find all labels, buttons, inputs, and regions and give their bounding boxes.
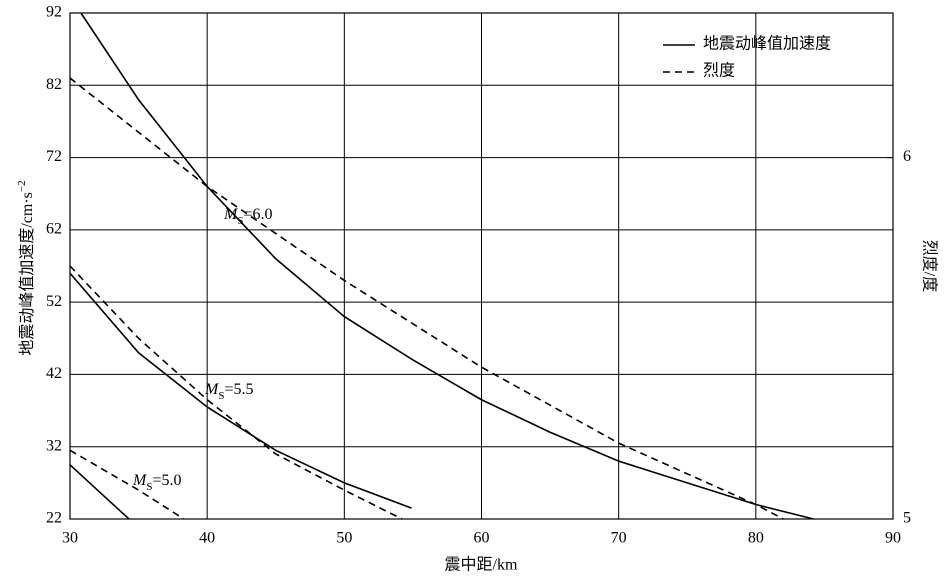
annotation: MS=5.5 bbox=[204, 381, 253, 402]
y-axis-label-main: 地震动峰值加速度/cm·s bbox=[18, 192, 36, 356]
annotation-symbol: M bbox=[204, 381, 220, 398]
annotation-subscript: S bbox=[218, 390, 224, 402]
annotation-subscript: S bbox=[146, 481, 152, 493]
y2-tick-label: 5 bbox=[903, 510, 911, 527]
series-line bbox=[69, 464, 130, 520]
series-line bbox=[69, 449, 185, 520]
series-line bbox=[80, 12, 814, 520]
y-tick-label: 82 bbox=[46, 76, 62, 93]
x-tick-label: 60 bbox=[474, 530, 490, 547]
y-tick-label: 92 bbox=[46, 4, 62, 21]
annotation-text: =6.0 bbox=[243, 206, 272, 223]
y-axis-label-sup: −2 bbox=[16, 180, 28, 192]
annotation-symbol: M bbox=[223, 206, 239, 223]
annotation: MS=5.0 bbox=[132, 472, 181, 493]
x-tick-label: 50 bbox=[336, 530, 352, 547]
annotation-text: =5.0 bbox=[152, 472, 181, 489]
x-tick-label: 70 bbox=[611, 530, 627, 547]
x-tick-label: 80 bbox=[748, 530, 764, 547]
series-line bbox=[69, 77, 784, 520]
y-tick-label: 42 bbox=[46, 365, 62, 382]
x-axis-label: 震中距/km bbox=[445, 556, 518, 574]
y-axis-label: 地震动峰值加速度/cm·s−2 bbox=[16, 180, 36, 355]
y-tick-label: 32 bbox=[46, 437, 62, 454]
series-line bbox=[69, 272, 412, 509]
x-tick-label: 90 bbox=[885, 530, 901, 547]
y-tick-label: 62 bbox=[46, 221, 62, 238]
legend-label: 烈度 bbox=[703, 62, 735, 80]
annotation-symbol: M bbox=[132, 472, 148, 489]
y-tick-label: 72 bbox=[46, 148, 62, 165]
legend-label: 地震动峰值加速度 bbox=[703, 35, 831, 53]
y2-tick-label: 6 bbox=[903, 148, 911, 165]
x-tick-label: 30 bbox=[62, 530, 78, 547]
annotation: MS=6.0 bbox=[223, 206, 272, 227]
y-tick-label: 52 bbox=[46, 293, 62, 310]
y2-axis-label: 烈度/度 bbox=[920, 240, 938, 292]
x-tick-label: 40 bbox=[199, 530, 215, 547]
annotation-subscript: S bbox=[237, 215, 243, 227]
annotation-text: =5.5 bbox=[224, 381, 253, 398]
y-tick-label: 22 bbox=[46, 510, 62, 527]
